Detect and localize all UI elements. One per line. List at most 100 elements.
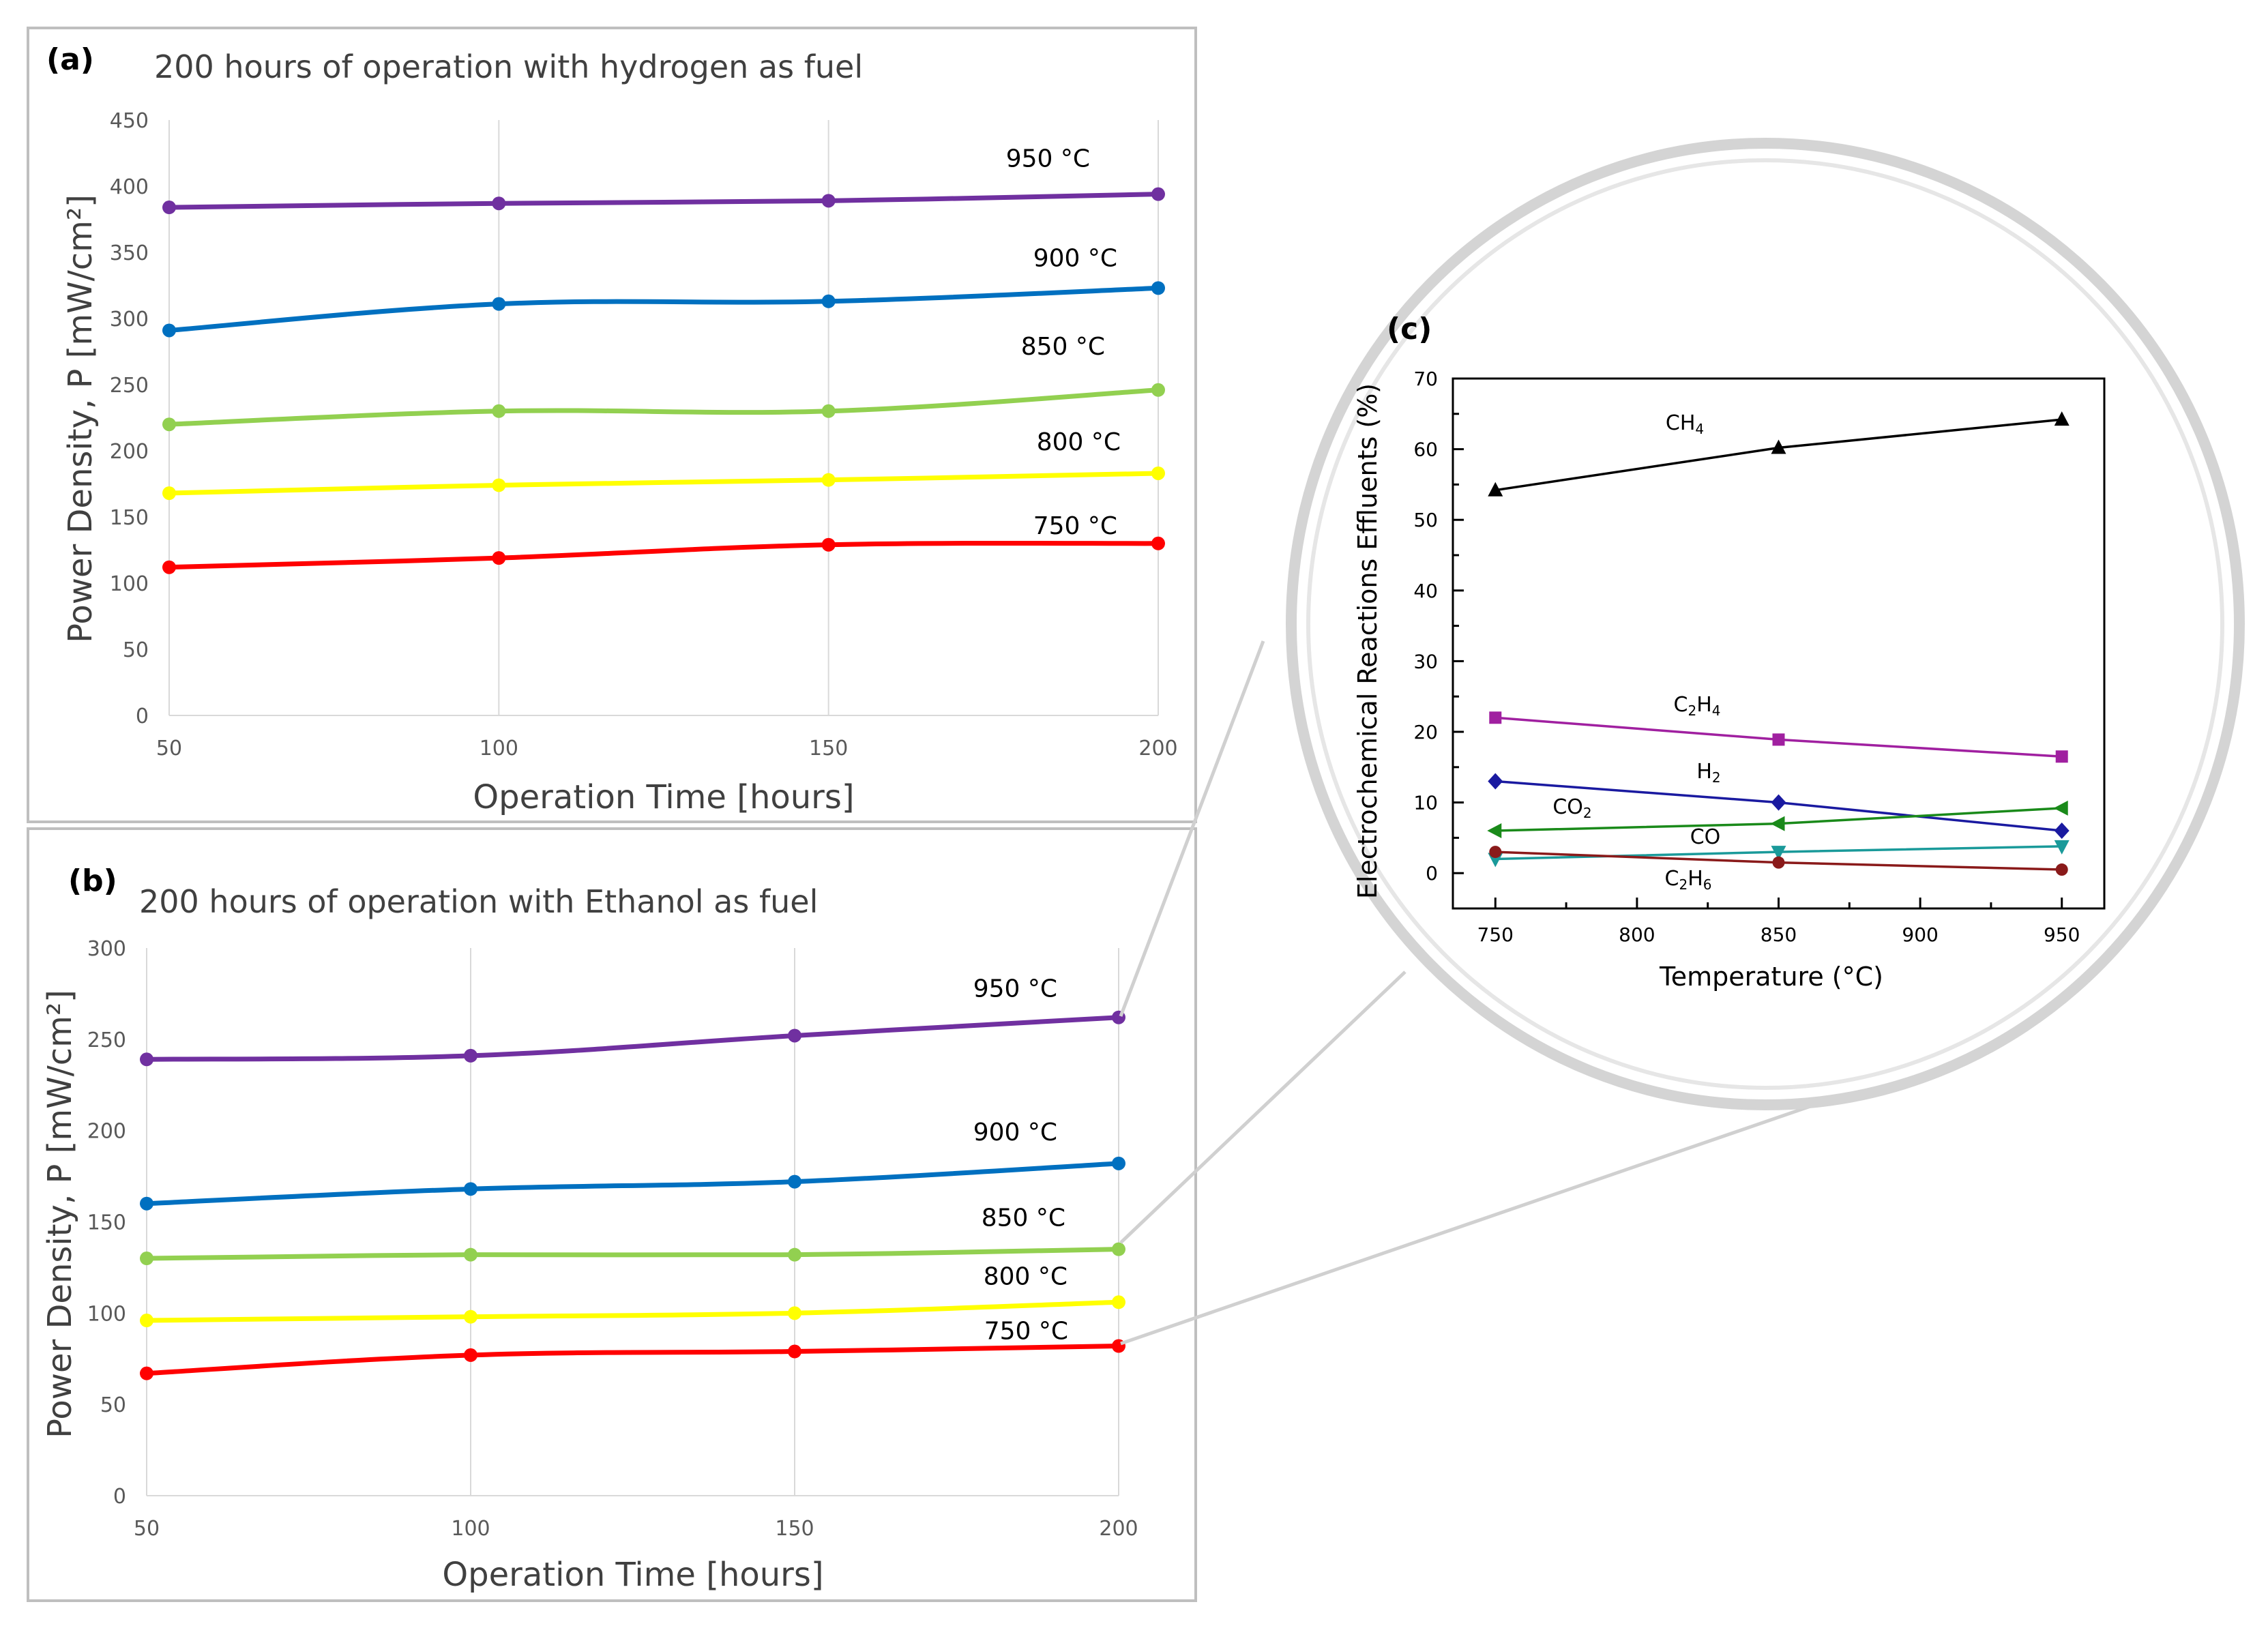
panel-a-point-750-c-150	[821, 537, 836, 552]
panel-c-point-co2-850	[1770, 816, 1785, 831]
panel-b-x-tick-label-100: 100	[451, 1517, 490, 1541]
panel-b-line-850-c	[144, 1247, 1121, 1261]
panel-c-x-tick-label-750: 750	[1477, 923, 1514, 946]
panel-c-label: (c)	[1387, 312, 1432, 346]
panel-b-x-tick-label-150: 150	[775, 1517, 814, 1541]
panel-b-series-900-c: 900 °C	[140, 1119, 1125, 1211]
panel-b-y-tick-label-100: 100	[87, 1302, 126, 1326]
panel-a-point-950-c-50	[162, 201, 176, 215]
panel-a-line-750-c	[166, 540, 1161, 570]
panel-c-series-label-part: 6	[1703, 876, 1712, 893]
panel-a-series-label-800-c: 800 °C	[1037, 428, 1121, 456]
panel-b-series-750-c: 750 °C	[140, 1318, 1125, 1380]
panel-b-point-750-c-100	[464, 1348, 477, 1362]
panel-c-series-label-c2h4: C2H4	[1674, 693, 1721, 719]
panel-a-point-850-c-100	[492, 404, 506, 418]
panel-c-series-label-co2: CO2	[1552, 795, 1591, 821]
panel-b-series-label-950-c: 950 °C	[973, 975, 1057, 1003]
panel-b-y-axis-title: Power Density, P [mW/cm²]	[41, 990, 79, 1438]
panel-a-x-tick-label-100: 100	[480, 737, 518, 760]
panel-a-y-tick-label-50: 50	[123, 638, 149, 662]
panel-a-point-900-c-100	[492, 297, 506, 311]
panel-b: (b) 200 hours of operation with Ethanol …	[27, 827, 1197, 1602]
panel-c-series-label-part: H	[1696, 693, 1712, 717]
panel-a-label: (a)	[46, 42, 94, 77]
panel-c-x-tick-label-950: 950	[2044, 923, 2080, 946]
panel-c-point-h2-750	[1488, 773, 1503, 790]
panel-b-tick-labels: 50 100 150 200 0 50 100 150 200 250 300	[87, 937, 1138, 1541]
panel-b-point-800-c-150	[788, 1306, 801, 1320]
panel-b-frame	[27, 827, 1197, 1602]
panel-b-line-950-c	[144, 1015, 1121, 1062]
panel-c-point-h2-950	[2054, 823, 2070, 840]
panel-c-axes	[1452, 377, 2106, 910]
panel-b-point-800-c-200	[1112, 1295, 1125, 1309]
panel-b-y-tick-label-300: 300	[87, 937, 126, 961]
panel-b-series-800-c: 800 °C	[140, 1262, 1125, 1328]
panel-a-y-axis-title: Power Density, P [mW/cm²]	[61, 194, 100, 643]
panel-b-series-label-850-c: 850 °C	[982, 1204, 1065, 1232]
panel-c-series-label-part: C	[1665, 867, 1679, 891]
connector-line-top	[1119, 640, 1265, 1017]
panel-b-y-tick-label-200: 200	[87, 1120, 126, 1144]
panel-b-point-750-c-150	[788, 1344, 801, 1359]
panel-c-series-label-part: 2	[1583, 805, 1592, 821]
panel-a-tick-labels: 50 100 150 200 0 50 100 150 200 250 300 350 400 450	[110, 109, 1178, 760]
panel-c-y-tick-label-0: 0	[1426, 862, 1438, 885]
panel-a-point-750-c-100	[492, 551, 506, 565]
panel-a-line-950-c	[166, 192, 1161, 210]
panel-b-point-950-c-100	[464, 1048, 477, 1063]
panel-b-point-900-c-100	[464, 1182, 477, 1196]
panel-c-series-label-c2h6: C2H6	[1665, 867, 1712, 893]
panel-b-y-tick-label-250: 250	[87, 1028, 126, 1052]
panel-c-point-co-950	[2054, 840, 2070, 855]
panel-c-point-ch4-750	[1488, 482, 1503, 497]
panel-a-y-tick-label-250: 250	[110, 374, 149, 398]
panel-b-x-axis-title: Operation Time [hours]	[442, 1556, 823, 1594]
panel-a-y-tick-label-0: 0	[136, 705, 149, 728]
panel-b-label: (b)	[68, 863, 117, 898]
panel-c-series-h2: H2	[1488, 760, 2070, 840]
panel-b-y-tick-label-150: 150	[87, 1211, 126, 1235]
panel-b-point-900-c-150	[788, 1174, 801, 1189]
panel-b-gridlines	[146, 948, 1119, 1496]
panel-c-series-label-part: 2	[1712, 769, 1721, 786]
panel-a-line-900-c	[166, 285, 1161, 333]
panel-c-series-label-part: 2	[1679, 876, 1688, 893]
panel-c-point-h2-850	[1771, 794, 1786, 811]
panel-b-title: 200 hours of operation with Ethanol as f…	[139, 883, 818, 920]
panel-b-series-850-c: 850 °C	[140, 1204, 1125, 1266]
panel-a-point-800-c-200	[1151, 466, 1165, 480]
panel-c-x-axis-title: Temperature (°C)	[1659, 962, 1883, 992]
panel-a-point-900-c-150	[821, 294, 836, 308]
panel-a-point-900-c-50	[162, 323, 176, 338]
panel-a-point-850-c-200	[1151, 383, 1165, 397]
panel-b-point-850-c-100	[464, 1247, 477, 1262]
panel-c-point-ch4-850	[1771, 439, 1786, 454]
panel-a-point-800-c-100	[492, 478, 506, 492]
panel-c-series-c2h6: C2H6	[1489, 846, 2068, 893]
connector-line-bottom	[1120, 1103, 1815, 1346]
panel-c-point-c2h4-750	[1489, 711, 1502, 724]
panel-c-x-tick-label-900: 900	[1902, 923, 1938, 946]
panel-c-series-label-part: CO	[1552, 795, 1583, 819]
panel-a-point-950-c-100	[492, 196, 506, 211]
panel-b-series-label-750-c: 750 °C	[984, 1318, 1068, 1346]
panel-b-x-tick-label-200: 200	[1099, 1517, 1138, 1541]
panel-a-y-tick-label-150: 150	[110, 506, 149, 530]
panel-a-series-label-750-c: 750 °C	[1033, 512, 1117, 540]
panel-c-series-label-h2: H2	[1696, 760, 1720, 786]
panel-b-point-900-c-50	[140, 1196, 153, 1211]
panel-a-y-tick-label-200: 200	[110, 440, 149, 464]
panel-a-line-850-c	[166, 387, 1161, 427]
panel-b-point-800-c-50	[140, 1314, 153, 1328]
panel-b-point-800-c-100	[464, 1309, 477, 1324]
panel-a-point-950-c-150	[821, 194, 836, 208]
panel-c-y-tick-label-50: 50	[1413, 509, 1438, 531]
panel-c-y-tick-label-20: 20	[1413, 721, 1438, 743]
panel-c-y-axis-title: Electrochemical Reactions Effluents (%)	[1353, 383, 1383, 899]
panel-a-title: 200 hours of operation with hydrogen as …	[154, 48, 863, 85]
panel-b-series-label-800-c: 800 °C	[984, 1262, 1067, 1290]
